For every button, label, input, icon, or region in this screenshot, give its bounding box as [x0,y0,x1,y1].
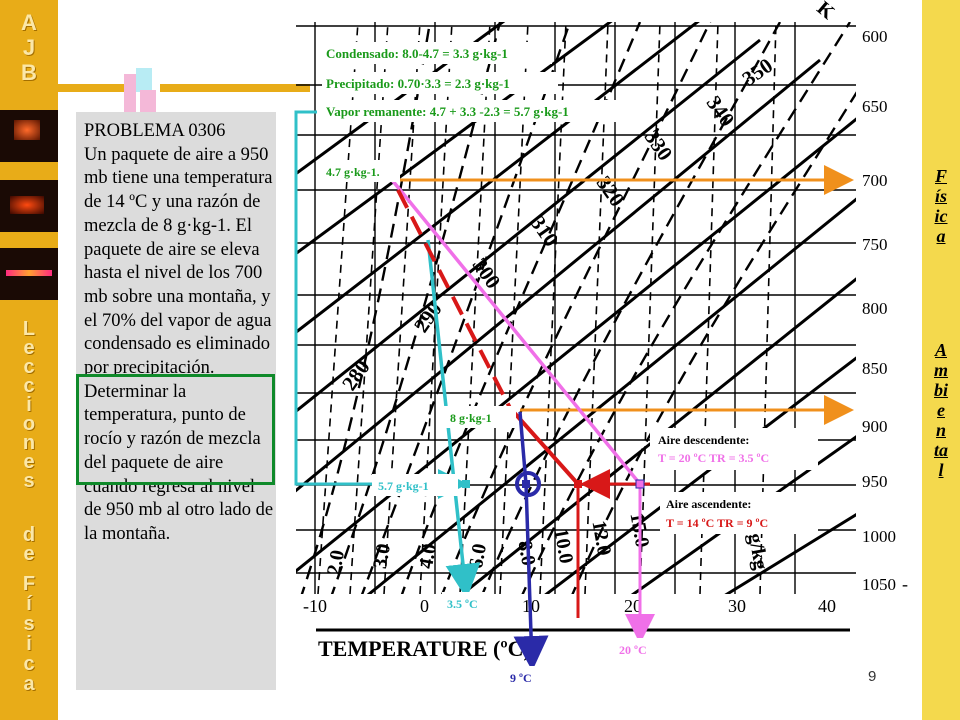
right-vertical-fisica: Física [922,166,960,246]
vapor-box [322,100,628,122]
marker-navy [522,480,530,488]
descending-box [650,428,818,470]
decorative-block-cyan [136,68,152,92]
precipitado-text: Precipitado: 0.70·3.3 = 2.3 g·kg-1 [326,76,510,91]
red-moist-ascent [396,189,512,409]
mix-label-3: 3.0 [369,542,395,570]
pressure-axis: 600 650 700 750 800 850 900 950 1000 105… [862,27,896,594]
bottom-temp-box [614,638,664,660]
mix-label-10: 10.0 [549,527,577,565]
theta-label-290: 290 [409,297,447,337]
page-number: 9 [868,668,877,685]
pressure-label-750: 750 [862,235,888,254]
theta-label-280: 280 [337,355,375,395]
pressure-label-850: 850 [862,359,888,378]
left-vertical-lecciones: Lecciones [0,318,58,492]
marker-cyan [462,480,470,488]
descending-values: T = 20 ºC TR = 3.5 ºC [658,451,769,465]
thumbnail-image-2 [0,180,58,232]
pink-descent-line [390,178,642,486]
mix-label-2: 2.0 [323,548,349,576]
svg-text:K: K [813,0,839,24]
problem-heading: PROBLEMA 0306 [84,121,226,141]
right-brand-band: Física Ambiental [922,0,960,720]
condensado-box [322,42,552,64]
pressure-label-1050: 1050 [862,575,896,594]
left-vertical-text-2: de [22,524,36,565]
theta-label-320: 320 [592,171,630,211]
left-vertical-fisica: Física [0,574,58,694]
pressure-label-900: 900 [862,417,888,436]
marker-pink [635,479,645,489]
temp-label-20: 20 [624,596,642,616]
w-end-box [372,474,458,496]
left-vertical-text-3: Física [22,573,36,695]
precipitado-box [322,72,558,94]
theta-label-300: 300 [468,253,506,293]
descending-title: Aire descendente: [658,433,749,447]
bottom-dewpoint-box [442,592,492,614]
problem-statement: Un paquete de aire a 950 mb tiene una te… [84,144,274,544]
highlight-frame [76,374,275,485]
temp-label-m10: -10 [303,596,327,616]
thumbnail-image-1 [0,110,58,162]
left-vertical-text-1: Lecciones [22,318,36,492]
temp-label-40: 40 [818,596,836,616]
pressure-label-650: 650 [862,97,888,116]
temperature-axis: -10 0 10 20 30 40 - [303,574,908,616]
decorative-block-pink-2 [140,90,156,114]
ascending-values: T = 14 ºC TR = 9 ºC [666,516,768,530]
bottom-dewpoint-text: 3.5 ºC [447,597,478,611]
diagram-grid: 350 340 330 320 310 300 290 280 2.0 3.0 … [296,22,856,594]
w-start-box [444,406,516,428]
pressure-label-1000: 1000 [862,527,896,546]
bottom-start-text: 9 ºC [510,671,532,685]
pressure-label-600: 600 [862,27,888,46]
pressure-label-800: 800 [862,299,888,318]
marker-red [574,480,582,488]
decorative-bar-1 [58,84,128,92]
bottom-temp-text: 20 ºC [619,643,647,657]
w-end-text: 5.7 g·kg-1 [378,479,429,493]
right-vertical-text-1: Física [934,166,948,246]
right-vertical-text-2: Ambiental [934,340,949,480]
problem-text-block: PROBLEMA 0306 Un paquete de aire a 950 m… [84,120,274,547]
ascending-title: Aire ascendente: [666,497,751,511]
navy-line-down [513,483,549,671]
ascending-box [660,492,818,534]
thumbnail-image-3 [0,248,58,300]
mix-label-6: 6.0 [465,542,491,570]
decorative-block-pink [124,74,136,112]
theta-label-340: 340 [702,91,740,131]
theta-label-310: 310 [526,211,564,251]
mixing-ratio-labels: 2.0 3.0 4.0 6.0 8.0 10.0 12.0 15.0 20 g/… [323,507,772,577]
svg-text:-: - [902,574,908,594]
bottom-start-box [504,666,548,688]
pressure-label-700: 700 [862,171,888,190]
condensado-text: Condensado: 8.0-4.7 = 3.3 g·kg-1 [326,46,508,61]
start-point-marker [515,471,541,497]
problem-panel [76,112,276,690]
temperature-axis-title: TEMPERATURE (ºC) [318,636,531,661]
mix-label-4: 4.0 [415,542,441,570]
left-vertical-de: de [0,524,58,565]
pressure-label-950: 950 [862,472,888,491]
w-top-text: 4.7 g·kg-1. [326,165,380,179]
w-top-box [318,160,400,182]
vapor-text: Vapor remanente: 4.7 + 3.3 -2.3 = 5.7 g·… [326,104,569,119]
temp-label-30: 30 [728,596,746,616]
decorative-bar-2 [160,84,310,92]
w-start-text: 8 g·kg-1 [450,411,492,425]
right-vertical-ambiental: Ambiental [922,340,960,480]
temp-label-0: 0 [420,596,429,616]
